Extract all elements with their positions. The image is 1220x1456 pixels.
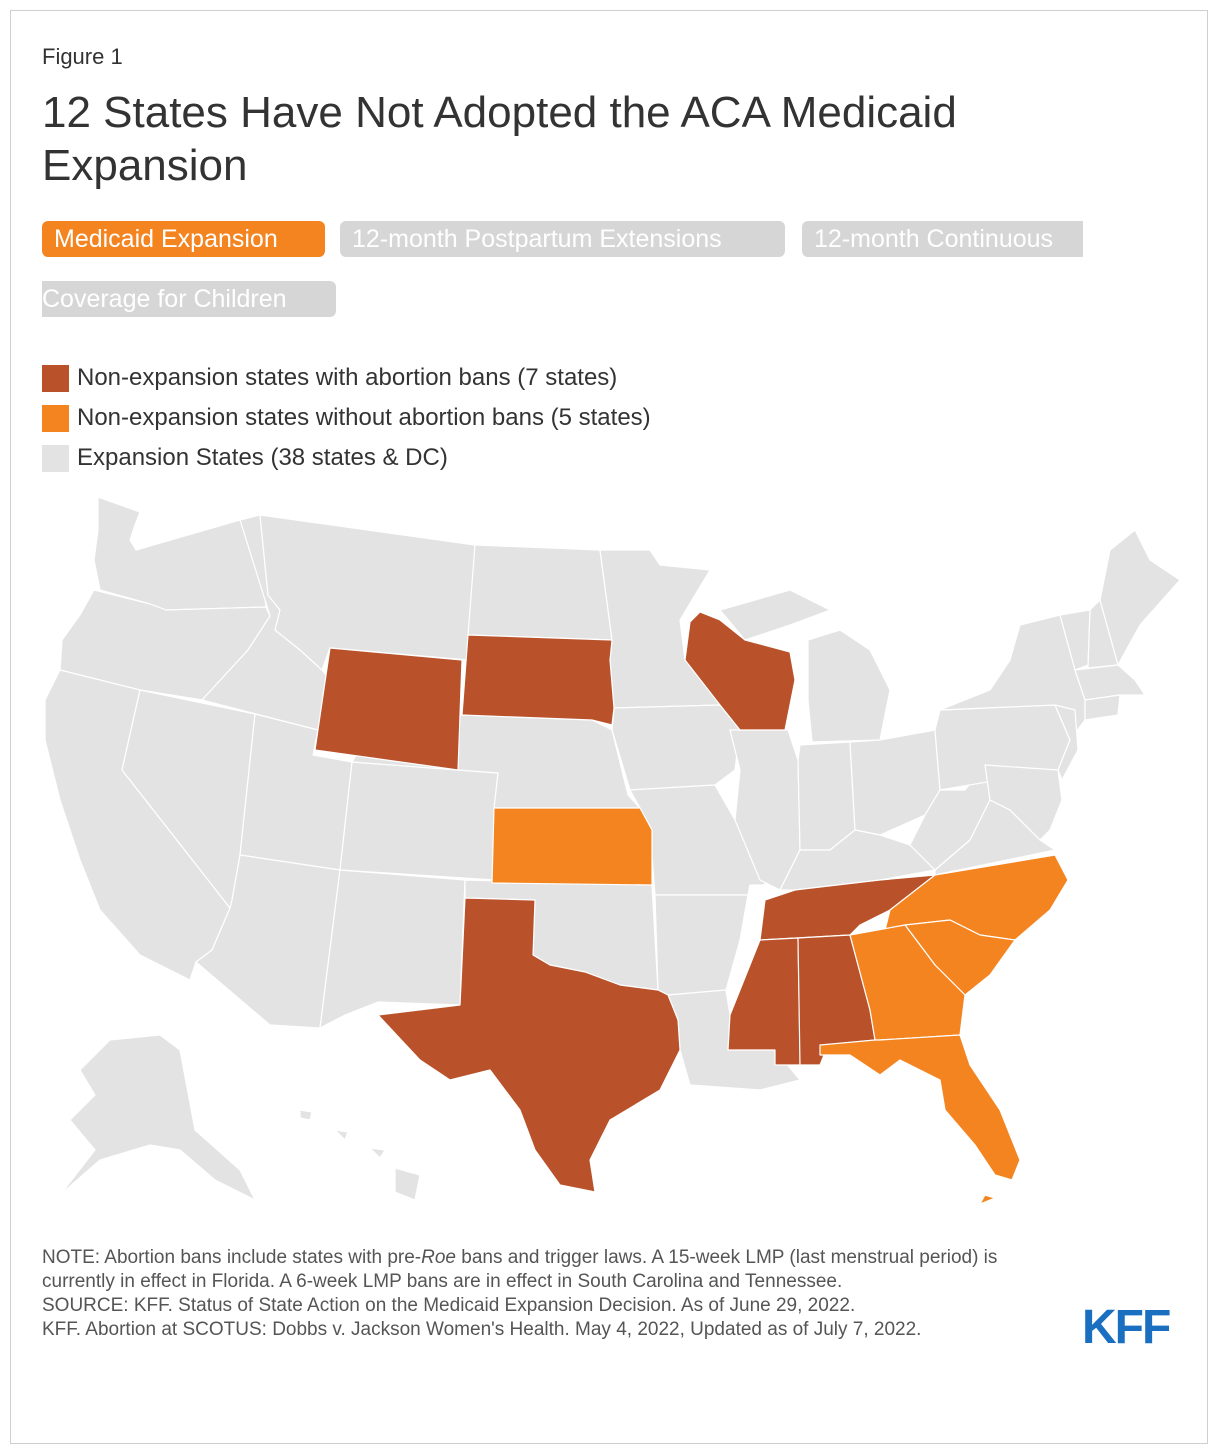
figure-note: NOTE: Abortion bans include states with … bbox=[42, 1246, 1022, 1342]
legend-swatch-expansion bbox=[42, 444, 69, 472]
source-line-2: KFF. Abortion at SCOTUS: Dobbs v. Jackso… bbox=[42, 1319, 922, 1340]
figure-title: 12 States Have Not Adopted the ACA Medic… bbox=[42, 88, 957, 190]
state-connecticut[interactable] bbox=[1084, 694, 1121, 721]
tab-continuous-coverage[interactable]: 12-month Continuous bbox=[802, 221, 1083, 257]
state-new-jersey[interactable] bbox=[1054, 704, 1079, 781]
state-texas[interactable] bbox=[377, 897, 681, 1193]
source-line-1: SOURCE: KFF. Status of State Action on t… bbox=[42, 1295, 856, 1316]
state-michigan[interactable] bbox=[719, 589, 891, 743]
state-maryland[interactable] bbox=[984, 764, 1063, 841]
state-florida[interactable] bbox=[819, 1034, 1021, 1205]
state-new-mexico[interactable] bbox=[319, 869, 466, 1029]
state-south-dakota[interactable] bbox=[461, 634, 615, 726]
tab-continuous-coverage-cont[interactable]: Coverage for Children bbox=[42, 281, 336, 317]
figure-label: Figure 1 bbox=[42, 44, 123, 69]
state-kansas[interactable] bbox=[491, 807, 653, 886]
state-mississippi[interactable] bbox=[727, 937, 801, 1066]
state-colorado[interactable] bbox=[339, 761, 499, 881]
state-wyoming[interactable] bbox=[314, 647, 463, 771]
state-maine[interactable] bbox=[1099, 529, 1181, 666]
note-italic: Roe bbox=[421, 1247, 456, 1268]
legend-label-ban: Non-expansion states with abortion bans … bbox=[77, 364, 618, 391]
note-prefix: NOTE: Abortion bans include states with … bbox=[42, 1247, 422, 1268]
state-hawaii[interactable] bbox=[299, 1109, 421, 1201]
legend-item-no-ban: Non-expansion states without abortion ba… bbox=[42, 403, 651, 433]
legend-label-no-ban: Non-expansion states without abortion ba… bbox=[77, 404, 651, 431]
state-iowa[interactable] bbox=[611, 704, 741, 791]
legend-item-ban: Non-expansion states with abortion bans … bbox=[42, 363, 617, 393]
us-map bbox=[0, 480, 1220, 1220]
state-alaska[interactable] bbox=[59, 1034, 256, 1201]
state-wisconsin[interactable] bbox=[684, 611, 796, 731]
note-text: NOTE: Abortion bans include states with … bbox=[42, 1246, 1022, 1294]
kff-logo: KFF bbox=[1082, 1301, 1171, 1354]
legend-swatch-no-ban bbox=[42, 404, 69, 432]
state-washington[interactable] bbox=[93, 496, 267, 611]
state-indiana[interactable] bbox=[797, 741, 856, 851]
tab-medicaid-expansion[interactable]: Medicaid Expansion bbox=[42, 221, 325, 257]
state-massachusetts[interactable] bbox=[1074, 664, 1146, 701]
state-arkansas[interactable] bbox=[654, 894, 749, 996]
state-north-dakota[interactable] bbox=[467, 544, 613, 641]
us-map-svg bbox=[44, 496, 1181, 1205]
legend-swatch-ban bbox=[42, 364, 69, 392]
legend-item-expansion: Expansion States (38 states & DC) bbox=[42, 443, 448, 473]
legend-label-expansion: Expansion States (38 states & DC) bbox=[77, 444, 448, 471]
note-suffix: bans and trigger laws. A 15-week LMP (la… bbox=[42, 1247, 998, 1292]
tab-postpartum-extensions[interactable]: 12-month Postpartum Extensions bbox=[340, 221, 785, 257]
